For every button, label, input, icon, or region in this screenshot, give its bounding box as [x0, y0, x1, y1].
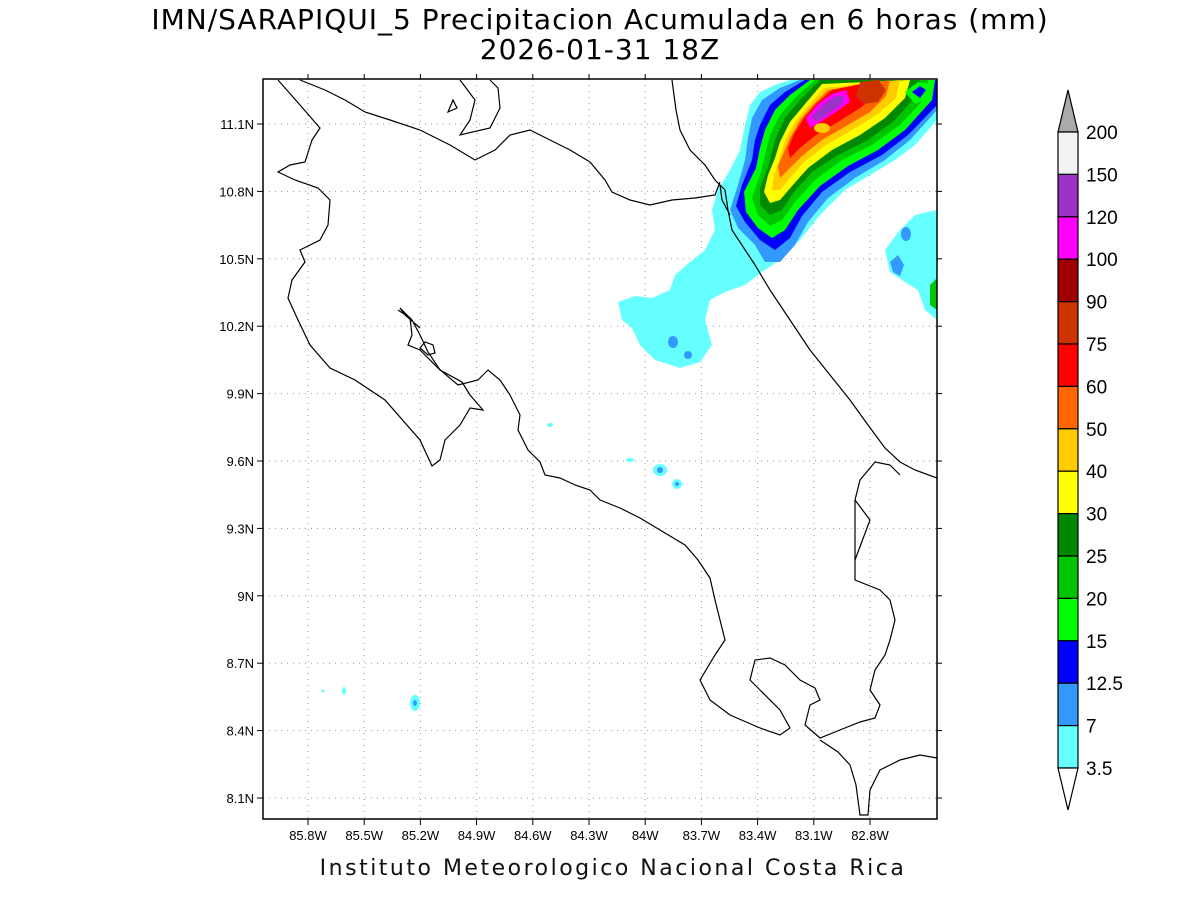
north-shore [458, 79, 501, 136]
colorbar-label: 7 [1086, 717, 1097, 738]
colorbar: 200 150 120 100 90 75 60 50 40 30 25 20 15 12.5 7 3.5 [1057, 89, 1123, 811]
lon-axis: 85.8W 85.5W 85.2W 84.9W 84.6W 84.3W 84W 83.7W 83… [289, 74, 890, 843]
colorbar-swatch [1057, 216, 1079, 260]
colorbar-label: 75 [1086, 335, 1107, 356]
colorbar-swatch [1057, 640, 1079, 684]
colorbar-label: 20 [1086, 589, 1107, 610]
lat-tick-label: 10.2N [219, 319, 254, 334]
colorbar-swatch [1057, 385, 1079, 430]
precip-cell [668, 336, 678, 348]
colorbar-swatch [1057, 512, 1079, 557]
precip-contour-3-5-east [885, 210, 937, 320]
lon-tick-label: 84.6W [514, 828, 552, 843]
lat-axis: 11.1N 10.8N 10.5N 10.2N 9.9N 9.6N 9.3N 9N 8.7N 8.… [219, 117, 942, 806]
lat-tick-label: 11.1N [220, 117, 254, 132]
map-subtitle: 2026-01-31 18Z [479, 33, 721, 66]
lon-tick-label: 85.2W [402, 828, 440, 843]
lon-tick-label: 83.1W [795, 828, 833, 843]
colorbar-label: 120 [1086, 208, 1118, 229]
colorbar-swatch [1057, 301, 1079, 345]
colorbar-label: 12.5 [1086, 674, 1123, 695]
precip-cell [814, 123, 830, 133]
colorbar-swatch [1057, 470, 1079, 515]
colorbar-swatch [1057, 597, 1079, 642]
map-title: IMN/SARAPIQUI_5 Precipitacion Acumulada … [151, 3, 1049, 36]
lat-tick-label: 9.6N [227, 454, 254, 469]
coast-spit [719, 184, 731, 216]
colorbar-label: 25 [1086, 547, 1107, 568]
precip-contour-150 [812, 96, 844, 122]
lat-tick-label: 8.1N [227, 791, 254, 806]
precip-cell [321, 689, 325, 693]
lat-tick-label: 9N [237, 589, 254, 604]
precip-cell [547, 423, 553, 427]
colorbar-label: 150 [1086, 165, 1118, 186]
precip-contour-90 [856, 80, 886, 104]
caribbean-coast [671, 79, 937, 479]
lon-tick-label: 84.3W [570, 828, 608, 843]
lake-island [446, 98, 458, 114]
lon-tick-label: 85.8W [289, 828, 327, 843]
colorbar-label: 200 [1086, 123, 1118, 144]
colorbar-swatch [1057, 724, 1079, 769]
precip-cell-east [890, 255, 904, 276]
coastline [276, 79, 937, 816]
colorbar-swatch [1057, 173, 1079, 218]
lat-tick-label: 9.9N [227, 387, 254, 402]
footer-credit: Instituto Meteorologico Nacional Costa R… [319, 856, 907, 881]
precip-cell [657, 467, 663, 473]
colorbar-swatch [1057, 555, 1079, 600]
lon-tick-label: 83.4W [739, 828, 777, 843]
precip-cell-east3 [930, 278, 937, 310]
colorbar-label: 30 [1086, 505, 1107, 526]
lat-tick-label: 10.5N [219, 252, 254, 267]
lon-tick-label: 83.7W [683, 828, 721, 843]
colorbar-label: 15 [1086, 632, 1107, 653]
lat-tick-label: 10.8N [219, 184, 254, 199]
colorbar-label: 50 [1086, 420, 1107, 441]
lon-tick-label: 84W [632, 828, 659, 843]
lon-tick-label: 85.5W [345, 828, 383, 843]
precip-cell [675, 482, 679, 486]
precip-cell-ne-core [912, 86, 926, 98]
colorbar-label: 100 [1086, 250, 1118, 271]
plot-frame [262, 78, 938, 820]
colorbar-swatch [1057, 131, 1079, 176]
lon-tick-label: 84.9W [458, 828, 496, 843]
panama-border [854, 499, 871, 561]
lat-tick-label: 8.7N [227, 656, 254, 671]
nicaragua-border [276, 79, 485, 467]
precip-cell [342, 687, 346, 695]
pacific-coast [397, 309, 901, 739]
lake-shape [419, 341, 436, 356]
colorbar-label: 90 [1086, 293, 1107, 314]
lat-tick-label: 9.3N [227, 521, 254, 536]
precip-cell [684, 351, 692, 359]
precip-cell [413, 700, 417, 706]
map-grid [263, 79, 937, 819]
colorbar-under-arrow [1057, 767, 1079, 811]
precip-contour-75 [788, 80, 880, 158]
colorbar-swatch [1057, 258, 1079, 303]
colorbar-label: 60 [1086, 377, 1107, 398]
panama-coast [819, 739, 937, 816]
precip-cell-east2 [901, 227, 911, 241]
colorbar-swatch [1057, 682, 1079, 727]
colorbar-swatch [1057, 343, 1079, 388]
colorbar-over-arrow [1057, 89, 1079, 133]
lat-tick-label: 8.4N [227, 724, 254, 739]
colorbar-label: 40 [1086, 462, 1107, 483]
colorbar-swatch [1057, 428, 1079, 472]
precipitation-field [321, 80, 937, 711]
precip-cell [626, 458, 634, 462]
nicaragua-lake-shore [299, 79, 721, 206]
colorbar-label: 3.5 [1086, 759, 1112, 780]
lon-tick-label: 82.8W [851, 828, 889, 843]
